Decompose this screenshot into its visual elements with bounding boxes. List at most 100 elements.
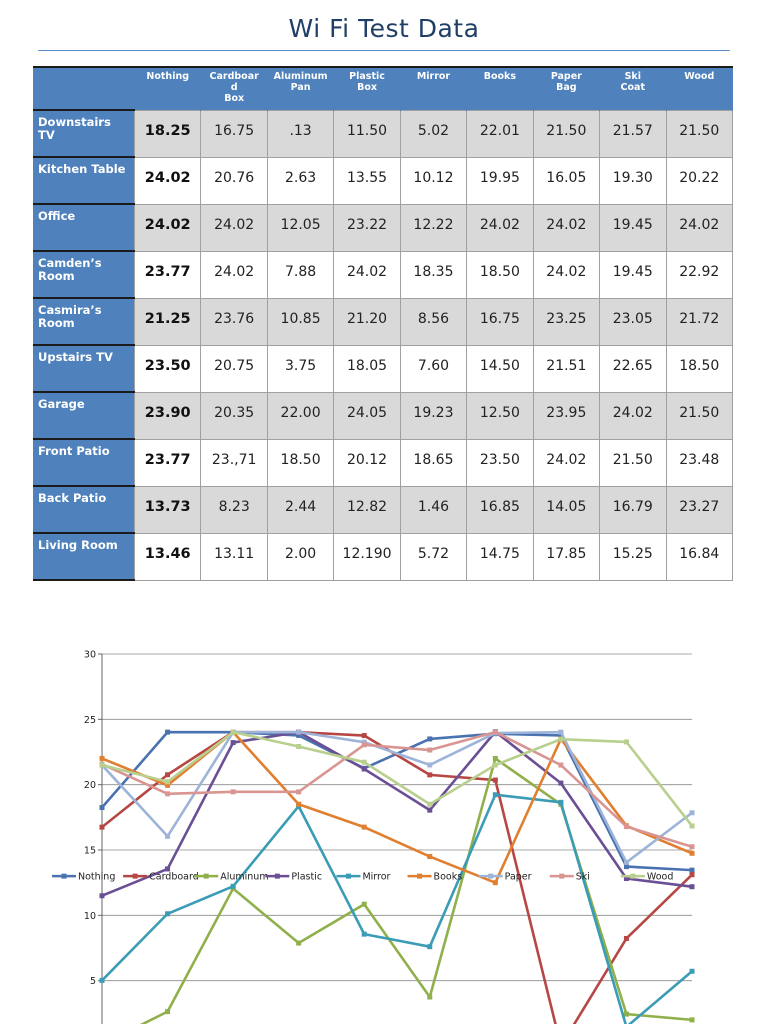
table-row: Front Patio 23.77 23.,71 18.50 20.12 18.65 23.… <box>33 438 733 487</box>
table-cell: 23.05 <box>599 297 667 346</box>
table-cell: 23.50 <box>466 438 534 487</box>
data-point <box>623 1011 629 1017</box>
table-cell: 23.77 <box>133 250 202 299</box>
table-cell: 23.90 <box>133 391 202 440</box>
table-cell: 16.05 <box>532 156 601 205</box>
data-point <box>427 772 433 778</box>
table-cell: 23.,71 <box>200 438 268 487</box>
table-cell: 22.65 <box>599 344 667 393</box>
data-point <box>492 880 498 886</box>
y-tick-label: 10 <box>84 911 96 922</box>
row-location-line: Back Patio <box>38 491 107 505</box>
legend-label: Wood <box>647 872 674 883</box>
table-cell: 18.50 <box>466 250 534 299</box>
table-cell: 21.50 <box>665 109 733 158</box>
legend-marker <box>61 873 67 879</box>
data-point <box>296 940 302 946</box>
legend-label: Nothing <box>78 872 115 883</box>
column-header-line: Box <box>357 82 377 93</box>
data-point <box>296 744 302 750</box>
table-body: Downstairs TV 18.25 16.75.13 11.50 5.02 22.01 2… <box>33 109 733 581</box>
legend-label: Aluminum <box>220 872 268 883</box>
y-tick-label: 25 <box>84 715 96 726</box>
data-point <box>296 729 302 735</box>
data-point <box>165 791 171 797</box>
table-cell: 5.72 <box>399 532 468 581</box>
y-tick-label: 30 <box>84 650 96 661</box>
data-point <box>296 789 302 795</box>
table-cell: 22.00 <box>266 391 335 440</box>
data-point <box>165 833 171 839</box>
table-cell: 24.02 <box>333 250 401 299</box>
column-header: Plastic Box <box>333 66 401 110</box>
table-cell: 12.50 <box>466 391 534 440</box>
data-point <box>99 893 105 899</box>
table-cell: 24.05 <box>333 391 401 440</box>
data-point <box>427 801 433 807</box>
data-point <box>558 762 564 768</box>
column-header-line: Bag <box>556 82 577 93</box>
table-row: Garage 23.90 20.35 22.00 24.05 19.23 12.50 23.9… <box>33 391 733 440</box>
chart-series <box>99 729 695 1024</box>
data-point <box>361 733 367 739</box>
data-point <box>558 732 564 738</box>
table-cell: 19.23 <box>399 391 468 440</box>
row-location-label: Garage <box>33 391 135 439</box>
legend-label: Books <box>434 872 463 883</box>
series-line-mirror <box>101 793 693 1024</box>
table-cell: 24.02 <box>133 156 202 205</box>
table-cell: 13.11 <box>200 532 268 581</box>
legend-marker <box>274 873 280 879</box>
legend-label: Mirror <box>362 872 390 883</box>
data-point <box>427 944 433 950</box>
table-cell: 24.02 <box>532 250 601 299</box>
table-cell: 21.50 <box>665 391 733 440</box>
column-header-line: Books <box>483 71 517 82</box>
table-cell: 21.50 <box>532 109 601 158</box>
table-cell: 24.02 <box>466 203 534 252</box>
table-cell: 23.22 <box>333 203 401 252</box>
table-row: Downstairs TV 18.25 16.75.13 11.50 5.02 22.01 2… <box>33 109 733 158</box>
table-row: Kitchen Table 24.02 20.76 2.63 13.55 10.12 19.… <box>33 156 733 205</box>
table-cell: 20.12 <box>333 438 401 487</box>
table-cell: 18.50 <box>665 344 733 393</box>
table-cell: 22.01 <box>466 109 534 158</box>
legend-marker <box>417 873 423 879</box>
data-point <box>689 810 695 816</box>
table-cell: 21.20 <box>333 297 401 346</box>
data-point <box>99 824 105 830</box>
row-location-line: Downstairs <box>38 115 111 129</box>
data-point <box>165 911 171 917</box>
title-divider <box>38 50 730 51</box>
data-point <box>689 884 695 890</box>
table-cell: 17.85 <box>532 532 601 581</box>
table-cell: 24.02 <box>599 391 667 440</box>
table-cell: 18.65 <box>399 438 468 487</box>
legend-label: Paper <box>505 872 532 883</box>
row-location-line: Office <box>38 209 76 223</box>
data-point <box>165 782 171 788</box>
data-point <box>427 994 433 1000</box>
table-cell: 23.50 <box>133 344 202 393</box>
table-cell: 23.77 <box>133 438 202 487</box>
data-point <box>623 824 629 830</box>
data-point <box>165 729 171 735</box>
table-cell: 20.35 <box>200 391 268 440</box>
legend-label: Cardboard <box>149 872 199 883</box>
row-location-line: Casmira’s <box>38 303 102 317</box>
data-point <box>689 823 695 829</box>
table-cell: 11.50 <box>333 109 401 158</box>
table-cell: 8.56 <box>399 297 468 346</box>
row-location-line: Room <box>38 316 75 330</box>
table-cell: 21.51 <box>532 344 601 393</box>
table-cell: 21.72 <box>665 297 733 346</box>
data-point <box>361 901 367 907</box>
column-header-line: Plastic <box>349 71 385 82</box>
chart-axes: 5 10 15 20 25 30 <box>84 650 103 1024</box>
row-location-label: Living Room <box>33 532 135 581</box>
row-location-line: Front Patio <box>38 444 110 458</box>
data-point <box>361 766 367 772</box>
table-corner-cell <box>33 66 135 110</box>
table-cell: 19.45 <box>599 250 667 299</box>
column-header: Paper Bag <box>533 66 601 110</box>
